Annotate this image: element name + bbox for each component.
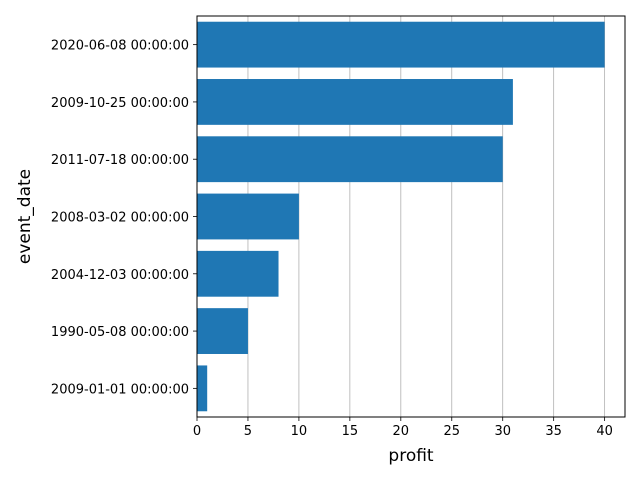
x-tick-label: 10 xyxy=(291,424,308,439)
y-tick-label: 2009-01-01 00:00:00 xyxy=(51,382,189,397)
y-tick-label: 2008-03-02 00:00:00 xyxy=(51,211,189,226)
x-axis-ticks: 0 5 10 15 20 25 30 35 40 xyxy=(193,417,613,439)
x-tick-label: 40 xyxy=(596,424,613,439)
x-axis-title: profit xyxy=(388,446,434,466)
x-tick-label: 15 xyxy=(342,424,359,439)
bar xyxy=(197,79,513,125)
y-axis-title: event_date xyxy=(15,169,35,264)
y-axis-ticks: 2020-06-08 00:00:00 2009-10-25 00:00:00 20… xyxy=(51,39,197,397)
bar xyxy=(197,193,299,240)
x-tick-label: 35 xyxy=(545,424,562,439)
bar xyxy=(197,250,279,297)
y-tick-label: 2009-10-25 00:00:00 xyxy=(51,96,189,111)
bar xyxy=(197,365,208,412)
bar xyxy=(197,136,503,183)
bar xyxy=(197,308,248,354)
bar xyxy=(197,21,605,68)
x-tick-label: 30 xyxy=(494,424,511,439)
bars xyxy=(197,21,605,412)
x-tick-label: 20 xyxy=(393,424,410,439)
y-tick-label: 2020-06-08 00:00:00 xyxy=(51,39,189,54)
x-tick-label: 0 xyxy=(193,424,201,439)
y-tick-label: 2011-07-18 00:00:00 xyxy=(51,153,189,168)
y-tick-label: 2004-12-03 00:00:00 xyxy=(51,268,189,283)
y-tick-label: 1990-05-08 00:00:00 xyxy=(51,325,189,340)
x-tick-label: 5 xyxy=(244,424,252,439)
x-tick-label: 25 xyxy=(443,424,460,439)
